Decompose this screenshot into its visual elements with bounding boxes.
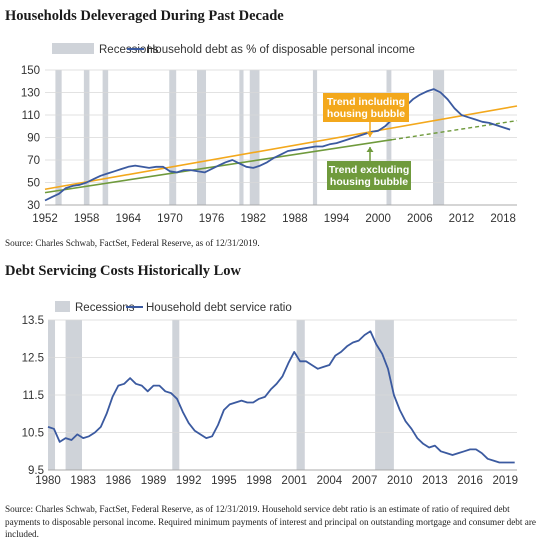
x-tick-label: 1976: [199, 213, 225, 225]
x-tick-label: 1986: [106, 475, 132, 487]
x-tick-label: 2001: [281, 475, 307, 487]
chart1-source: Source: Charles Schwab, FactSet, Federal…: [5, 238, 260, 248]
x-tick-label: 1995: [211, 475, 237, 487]
trend-label-box: [323, 93, 409, 122]
trend-line-including: [44, 105, 518, 191]
x-tick-label: 1998: [246, 475, 272, 487]
x-tick-label: 2018: [490, 213, 516, 225]
y-tick-label: 13.5: [22, 315, 44, 327]
trend-label-box: [327, 161, 411, 190]
x-tick-label: 2019: [492, 475, 518, 487]
chart2-source: Source: Charles Schwab, FactSet, Federal…: [5, 504, 536, 539]
y-tick-label: 10.5: [22, 428, 44, 440]
trend-label-arrowhead: [366, 132, 374, 137]
trend-label-text: Trend excluding: [329, 164, 410, 176]
x-tick-label: 1992: [176, 475, 202, 487]
x-tick-label: 1988: [282, 213, 308, 225]
x-tick-label: 1958: [74, 213, 100, 225]
series-line: [47, 330, 515, 464]
y-tick-label: 110: [22, 110, 40, 122]
x-tick-label: 2010: [387, 475, 413, 487]
trend-line-excluding-dashed: [391, 119, 518, 141]
x-tick-label: 2006: [407, 213, 433, 225]
y-tick-label: 150: [21, 65, 40, 77]
legend-recession-label: Recessions: [75, 302, 135, 314]
debt-service-chart: 9.5 10.5 11.5 12.5 13.5 1980 1983 1986 1989 1992 1…: [22, 301, 518, 487]
x-tick-label: 1982: [240, 213, 266, 225]
trend-label-text: housing bubble: [327, 108, 405, 120]
trend-label-text: housing bubble: [330, 176, 408, 188]
x-tick-label: 2012: [449, 213, 475, 225]
legend-series-label: Household debt service ratio: [146, 302, 292, 314]
y-tick-label: 11.5: [22, 390, 44, 402]
y-tick-label: 50: [27, 178, 40, 190]
x-tick-label: 1952: [32, 213, 58, 225]
y-tick-label: 90: [27, 133, 40, 145]
legend-recession-swatch: [52, 43, 94, 54]
x-tick-label: 2013: [422, 475, 448, 487]
x-tick-label: 1989: [141, 475, 167, 487]
y-tick-label: 130: [21, 88, 40, 100]
chart2-title: Debt Servicing Costs Historically Low: [5, 263, 242, 279]
x-tick-label: 1970: [157, 213, 183, 225]
x-tick-label: 1964: [115, 213, 141, 225]
x-tick-label: 1994: [324, 213, 350, 225]
x-tick-label: 2007: [352, 475, 378, 487]
x-tick-label: 2000: [365, 213, 391, 225]
household-debt-chart: 30 50 70 90 110 130 150 1952 1958 1964 1970 1976 198…: [21, 43, 518, 225]
y-tick-label: 70: [27, 155, 40, 167]
y-tick-label: 30: [27, 200, 40, 212]
y-tick-label: 12.5: [22, 353, 44, 365]
x-tick-label: 2016: [457, 475, 483, 487]
x-tick-label: 2004: [317, 475, 343, 487]
series-line: [44, 88, 511, 202]
chart1-title: Households Deleveraged During Past Decad…: [5, 8, 284, 24]
x-tick-label: 1980: [35, 475, 61, 487]
y-tick-label: 9.5: [28, 465, 44, 477]
trend-label-arrowhead: [366, 147, 374, 152]
legend-series-label: Household debt as % of disposable person…: [147, 44, 415, 56]
x-tick-label: 1983: [70, 475, 96, 487]
legend-recession-swatch: [55, 301, 70, 312]
trend-label-text: Trend including: [327, 96, 405, 108]
